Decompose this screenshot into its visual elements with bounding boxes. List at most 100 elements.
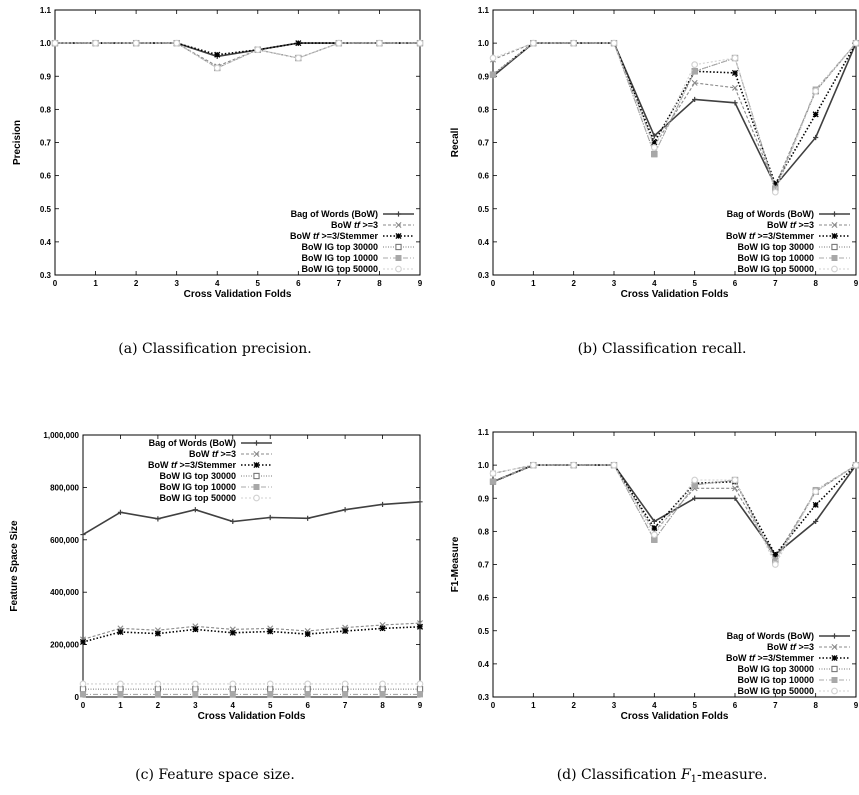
y-tick-label: 0.5 <box>40 205 52 214</box>
legend-sample-marker <box>253 494 260 502</box>
legend-label-part: BoW <box>290 231 313 241</box>
x-tick-label: 5 <box>692 279 697 288</box>
data-point <box>379 625 386 632</box>
caption-d-prefix: (d) Classification <box>557 767 681 783</box>
x-tick-label: 6 <box>296 279 301 288</box>
legend-label-part: BoW IG top 10000 <box>301 253 378 263</box>
legend-label-part: BoW IG top 30000 <box>737 664 814 674</box>
legend-sample-marker <box>253 461 260 469</box>
data-point <box>416 623 424 630</box>
x-tick-label: 9 <box>418 701 423 710</box>
y-axis-label: F1-Measure <box>450 536 461 592</box>
legend-label: BoW IG top 50000 <box>737 686 814 696</box>
x-tick-label: 0 <box>81 701 86 710</box>
y-tick-label: 0.6 <box>478 594 490 603</box>
data-point <box>732 100 738 106</box>
x-tick-label: 3 <box>193 701 198 710</box>
caption-b: (b) Classification recall. <box>578 341 747 357</box>
x-tick-label: 2 <box>134 279 139 288</box>
x-tick-label: 0 <box>491 279 496 288</box>
plot-frame <box>82 434 421 698</box>
y-tick-label: 1.0 <box>40 39 52 48</box>
legend-label: BoW tf >=3/Stemmer <box>148 460 237 470</box>
legend-sample-marker <box>831 687 838 695</box>
legend-label-part: Bag of Words (BoW) <box>727 209 814 219</box>
legend-label-tf: tf <box>790 220 797 230</box>
legend-label-part: BoW <box>189 449 212 459</box>
y-tick-label: 0.6 <box>40 172 52 181</box>
x-tick-label: 9 <box>854 701 859 710</box>
x-tick-label: 1 <box>93 279 98 288</box>
data-point <box>267 691 274 698</box>
y-tick-label: 0.6 <box>478 172 490 181</box>
data-point <box>812 87 820 95</box>
chart-precision: 0 1 2 3 4 5 6 7 8 9 0.3 0.4 0.5 0.6 0.7 0.8 0.9 1.0 1.1 Cro… <box>12 6 424 300</box>
data-point <box>650 144 658 151</box>
series-4 <box>489 39 859 193</box>
legend-label: Bag of Words (BoW) <box>727 209 814 219</box>
legend-label-part: BoW IG top 50000 <box>737 686 814 696</box>
y-tick-label: 400,000 <box>50 588 79 597</box>
legend-label: BoW IG top 30000 <box>301 242 378 252</box>
data-point <box>191 680 199 688</box>
x-tick-label: 2 <box>571 279 576 288</box>
legend-label: BoW IG top 50000 <box>301 264 378 274</box>
data-point <box>772 551 779 558</box>
legend-label: BoW tf >=3 <box>189 449 236 459</box>
data-point <box>117 628 124 636</box>
data-point <box>342 627 349 635</box>
data-point <box>254 46 262 54</box>
legend-label-tf: tf <box>171 460 178 470</box>
legend-label-part: Bag of Words (BoW) <box>291 209 378 219</box>
series-1 <box>490 462 859 558</box>
series-line <box>55 42 420 69</box>
data-point <box>154 685 162 693</box>
data-point <box>192 626 199 633</box>
data-point <box>691 79 698 86</box>
y-tick-label: 0.4 <box>478 238 490 247</box>
legend-label-part: >=3/Stemmer <box>319 231 379 241</box>
data-point <box>813 134 819 141</box>
legend-label-part: BoW <box>148 460 171 470</box>
y-tick-label: 0.7 <box>478 561 490 570</box>
legend-sample-marker <box>831 654 838 662</box>
x-axis-label: Cross Validation Folds <box>621 289 729 300</box>
data-point <box>295 40 302 47</box>
x-tick-label: 1 <box>531 701 536 710</box>
series-2 <box>80 620 423 643</box>
y-tick-label: 1.1 <box>478 6 490 15</box>
data-point <box>79 680 87 688</box>
y-tick-label: 200,000 <box>50 641 79 650</box>
data-point <box>304 691 311 698</box>
data-point <box>379 685 386 693</box>
data-point <box>342 691 349 698</box>
data-point <box>379 691 386 698</box>
data-point <box>304 631 311 638</box>
data-point <box>489 470 497 477</box>
data-point <box>417 499 423 505</box>
data-point <box>651 518 657 525</box>
legend-label-part: >=3 <box>796 220 814 230</box>
data-point <box>692 96 698 103</box>
data-point <box>570 461 578 469</box>
legend-sample-marker <box>253 451 260 457</box>
data-point <box>812 501 819 508</box>
legend-label: BoW tf >=3/Stemmer <box>726 653 815 663</box>
data-point <box>732 485 738 492</box>
legend-label: BoW IG top 50000 <box>159 493 236 503</box>
data-point <box>155 516 161 522</box>
y-tick-label: 1.1 <box>478 428 490 437</box>
data-point <box>92 39 99 47</box>
legend-label-part: BoW IG top 50000 <box>159 493 236 503</box>
legend-label-part: BoW <box>767 220 790 230</box>
series-6 <box>79 680 424 688</box>
x-tick-label: 4 <box>652 279 657 288</box>
x-tick-label: 3 <box>612 701 617 710</box>
x-tick-label: 0 <box>491 701 496 710</box>
legend-label-part: BoW <box>331 220 354 230</box>
x-tick-label: 7 <box>337 279 342 288</box>
y-tick-label: 0.7 <box>478 139 490 148</box>
data-point <box>341 685 349 693</box>
legend-label-part: >=3/Stemmer <box>755 231 815 241</box>
